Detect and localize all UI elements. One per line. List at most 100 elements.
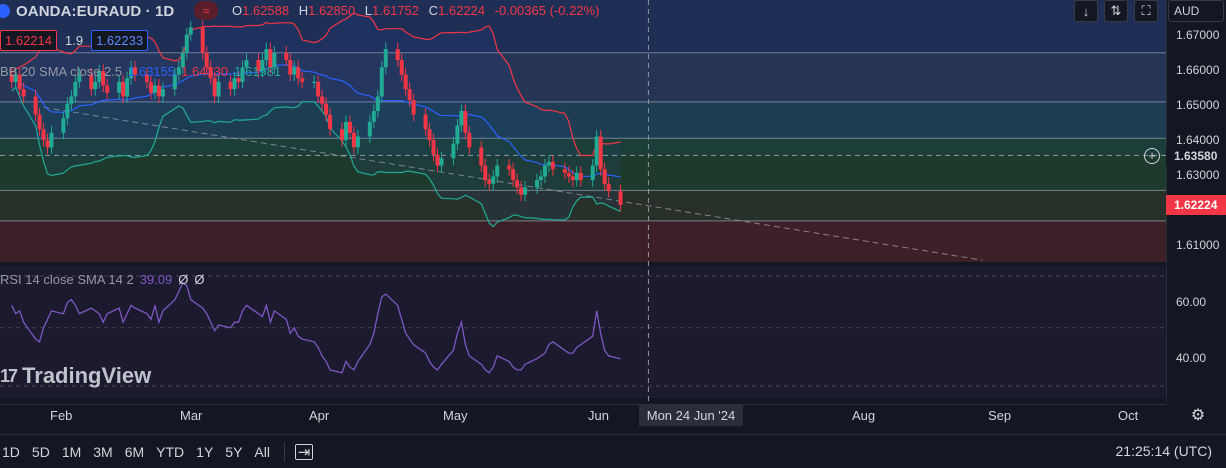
candle-body [351,132,356,148]
chart-canvas[interactable] [0,0,1166,404]
change-value: -0.00365 (-0.22%) [494,3,600,18]
time-tick: Jun [588,408,609,423]
open-value: 1.62588 [242,3,290,18]
watermark-text: TradingView [22,363,152,388]
rsi-label: RSI 14 close SMA 14 2 [0,272,134,287]
candle-body [228,81,233,90]
bb-upper-value: 1.64330 [181,64,229,79]
candle-body [427,129,432,141]
candle-body [9,74,14,82]
range-3m-button[interactable]: 3M [93,443,113,460]
candle-body [284,52,289,61]
candle-body [542,165,547,177]
currency-selector[interactable]: AUD [1168,0,1224,22]
price-zone [0,220,1166,262]
high-value: 1.62850 [308,3,356,18]
bb-fill [11,13,621,227]
sell-button[interactable]: 1.62214 [0,29,57,51]
candle-body [121,81,126,97]
candle-body [355,136,360,148]
rsi-tick: 40.00 [1176,351,1207,365]
candle-body [144,74,149,82]
candle-body [367,121,372,137]
candle-body [538,176,543,181]
rsi-indicator-legend[interactable]: RSI 14 close SMA 14 2 39.09 Ø Ø [0,272,204,287]
candle-body [519,187,524,195]
time-tick: Sep [988,408,1012,423]
candle-body [578,172,583,181]
tradingview-logo-icon: 17 [0,365,18,386]
candle-body [316,81,321,97]
price-zone [0,156,1166,191]
candle-body [244,60,249,68]
candle-body [101,70,106,86]
price-zone [0,52,1166,102]
symbol-title[interactable]: OANDA:EURAUD · 1D [0,0,174,22]
candle-body [73,81,78,97]
buy-button[interactable]: 1.62233 [91,29,149,51]
symbol-label: OANDA:EURAUD · 1D [16,2,175,20]
candle-body [602,169,607,184]
auto-fit-icon[interactable]: ⇅ [1104,0,1128,22]
bb-indicator-legend[interactable]: BB 20 SMA close 2.5 1.63155 1.64330 1.61981 [0,64,281,79]
range-all-button[interactable]: All [254,443,270,460]
candle-body [324,103,329,115]
candle-body [65,103,70,119]
spread-value: 1.9 [65,32,84,48]
candle-body [439,158,444,166]
range-1m-button[interactable]: 1M [61,443,82,460]
candle-body [423,114,428,130]
candle-body [347,121,352,133]
candle-body [515,180,520,188]
bb-lower-line [11,86,621,228]
candle-body [618,191,623,205]
candle-body [523,187,528,195]
candle-body [208,67,213,79]
add-alert-icon[interactable]: + [1144,148,1160,164]
time-tick: Apr [309,408,330,423]
market-status-icon[interactable]: ≈ [194,1,218,20]
price-tick: 1.64000 [1176,133,1220,147]
last-price-label: 1.62224 [1166,195,1226,215]
price-tick: 1.63000 [1176,168,1220,182]
candle-body [328,114,333,130]
candle-body [45,140,50,148]
candle-body [411,100,416,115]
range-5y-button[interactable]: 5Y [225,443,243,460]
rsi-na-1: Ø [178,272,189,287]
utc-clock[interactable]: 21:25:14 (UTC) [1115,443,1212,459]
candle-body [598,136,603,170]
candle-body [288,60,293,75]
candle-body [534,180,539,188]
candle-body [550,161,555,170]
candle-body [156,85,161,97]
range-1d-button[interactable]: 1D [2,443,20,460]
candle-body [232,78,237,90]
settings-gear-icon[interactable]: ⚙ [1190,407,1206,424]
bb-lower-value: 1.61981 [234,64,282,79]
time-axis[interactable] [0,404,1166,430]
candle-body [41,129,46,141]
candle-body [320,96,325,104]
rsi-na-2: Ø [194,272,205,287]
fullscreen-icon[interactable]: ⛶ [1134,0,1158,22]
range-ytd-button[interactable]: YTD [156,443,185,460]
candle-body [204,52,209,68]
range-1y-button[interactable]: 1Y [196,443,214,460]
candle-body [451,143,456,159]
candle-body [49,132,54,148]
candle-body [507,165,512,170]
candle-body [375,96,380,111]
arrow-down-icon[interactable]: ↓ [1074,0,1098,22]
candle-body [105,85,110,93]
candle-body [511,169,516,181]
candle-body [129,67,134,79]
candle-body [407,89,412,101]
bottom-toolbar: 1D 5D 1M 3M 6M YTD 1Y 5Y All ⇥ [0,434,1226,468]
time-tick: Mar [180,408,203,423]
range-6m-button[interactable]: 6M [124,443,145,460]
range-5d-button[interactable]: 5D [31,443,50,460]
candle-body [33,96,38,115]
go-to-date-icon[interactable]: ⇥ [294,443,313,461]
candle-body [383,49,388,68]
